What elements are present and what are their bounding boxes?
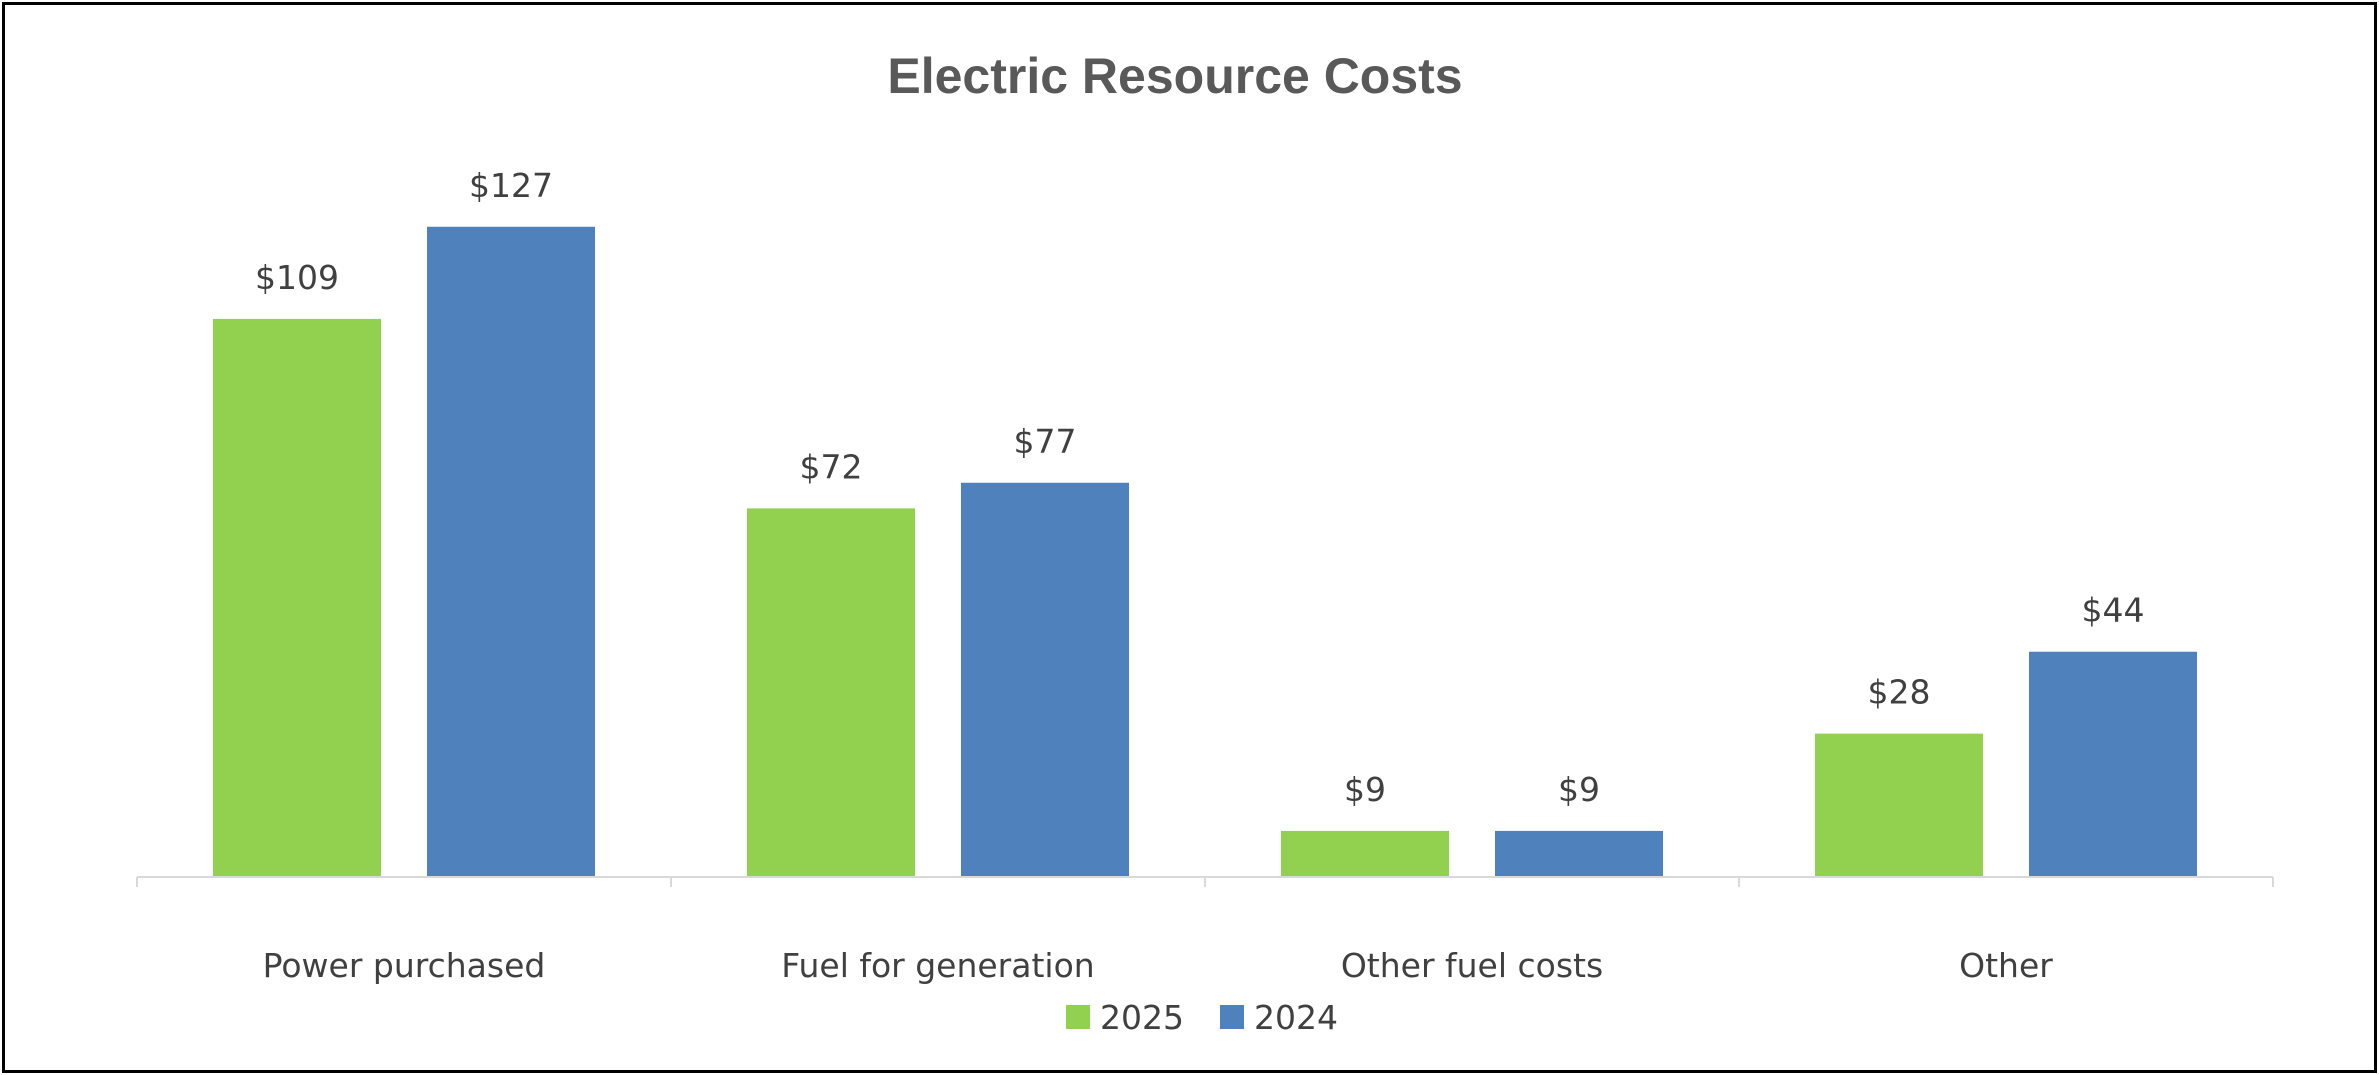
bar-other-2025 bbox=[1815, 733, 1983, 877]
bar-other-fuel-costs-2024 bbox=[1495, 830, 1663, 877]
x-axis: Power purchased Fuel for generation Other … bbox=[136, 876, 2274, 985]
legend-label-2024: 2024 bbox=[1254, 998, 1338, 1037]
data-label-power-purchased-2025: $109 bbox=[255, 258, 339, 297]
chart-title: Electric Resource Costs bbox=[887, 48, 1462, 104]
category-label-fuel-for-generation: Fuel for generation bbox=[781, 946, 1094, 985]
category-label-other-fuel-costs: Other fuel costs bbox=[1341, 946, 1603, 985]
data-label-fuel-for-generation-2024: $77 bbox=[1014, 422, 1077, 461]
bar-other-fuel-costs-2025 bbox=[1281, 830, 1449, 877]
data-label-other-2024: $44 bbox=[2082, 591, 2145, 630]
legend-label-2025: 2025 bbox=[1100, 998, 1184, 1037]
category-label-power-purchased: Power purchased bbox=[263, 946, 546, 985]
data-label-other-fuel-costs-2024: $9 bbox=[1558, 770, 1600, 809]
legend-swatch-2025 bbox=[1066, 1005, 1090, 1029]
bar-fuel-for-generation-2025 bbox=[747, 508, 915, 877]
category-label-other: Other bbox=[1959, 946, 2053, 985]
bar-fuel-for-generation-2024 bbox=[961, 482, 1129, 877]
bar-power-purchased-2025 bbox=[213, 318, 381, 877]
bar-power-purchased-2024 bbox=[427, 226, 595, 877]
data-label-fuel-for-generation-2025: $72 bbox=[800, 447, 863, 486]
data-label-other-fuel-costs-2025: $9 bbox=[1344, 770, 1386, 809]
data-label-power-purchased-2024: $127 bbox=[469, 166, 553, 205]
bars-group: $109 $127 $72 $77 $9 $9 $28 $44 bbox=[213, 166, 2197, 877]
legend-swatch-2024 bbox=[1220, 1005, 1244, 1029]
bar-other-2024 bbox=[2029, 651, 2197, 877]
data-label-other-2025: $28 bbox=[1868, 673, 1931, 712]
bar-chart: Electric Resource Costs $109 $127 $72 $77 $9… bbox=[136, 48, 2274, 1037]
legend: 2025 2024 bbox=[1066, 998, 1338, 1037]
